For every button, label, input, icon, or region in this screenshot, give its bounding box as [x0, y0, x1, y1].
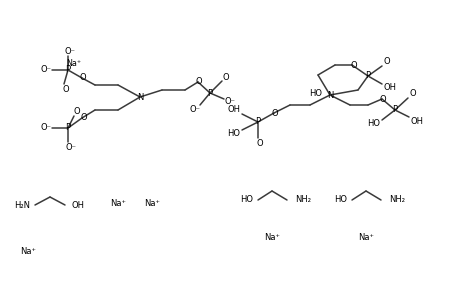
Text: P: P	[65, 66, 70, 74]
Text: NH₂: NH₂	[295, 195, 311, 205]
Text: OH: OH	[227, 105, 241, 115]
Text: O⁻: O⁻	[40, 124, 52, 132]
Text: O⁻: O⁻	[189, 105, 201, 115]
Text: O: O	[257, 139, 263, 149]
Text: Na⁺: Na⁺	[358, 234, 374, 243]
Text: HO: HO	[227, 130, 241, 139]
Text: Na⁺: Na⁺	[66, 59, 82, 67]
Text: HO: HO	[368, 120, 381, 129]
Text: HO: HO	[240, 195, 253, 205]
Text: O⁻: O⁻	[225, 98, 235, 106]
Text: H₂N: H₂N	[14, 200, 30, 209]
Text: O: O	[74, 106, 80, 115]
Text: Na⁺: Na⁺	[20, 248, 36, 256]
Text: O: O	[63, 86, 69, 95]
Text: O: O	[196, 78, 202, 86]
Text: P: P	[255, 117, 260, 127]
Text: P: P	[366, 71, 370, 81]
Text: OH: OH	[410, 117, 423, 125]
Text: OH: OH	[71, 200, 84, 209]
Text: O: O	[410, 89, 416, 98]
Text: Na⁺: Na⁺	[264, 234, 280, 243]
Text: O⁻: O⁻	[65, 142, 77, 151]
Text: O: O	[272, 108, 278, 117]
Text: O: O	[384, 57, 390, 67]
Text: OH: OH	[384, 83, 397, 91]
Text: O: O	[80, 74, 86, 83]
Text: O: O	[223, 72, 229, 81]
Text: N: N	[137, 93, 143, 101]
Text: P: P	[65, 124, 70, 132]
Text: HO: HO	[310, 88, 322, 98]
Text: O: O	[380, 95, 386, 103]
Text: O⁻: O⁻	[64, 47, 76, 55]
Text: HO: HO	[334, 195, 347, 205]
Text: O: O	[81, 113, 87, 122]
Text: Na⁺: Na⁺	[144, 198, 160, 207]
Text: O: O	[351, 60, 357, 69]
Text: O⁻: O⁻	[40, 66, 52, 74]
Text: P: P	[392, 105, 398, 115]
Text: P: P	[207, 88, 212, 98]
Text: Na⁺: Na⁺	[110, 198, 126, 207]
Text: NH₂: NH₂	[389, 195, 405, 205]
Text: N: N	[327, 91, 333, 100]
